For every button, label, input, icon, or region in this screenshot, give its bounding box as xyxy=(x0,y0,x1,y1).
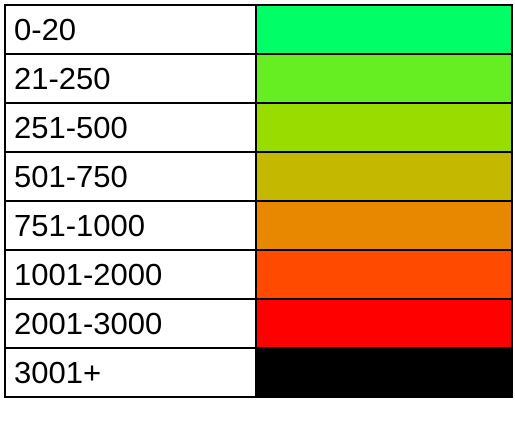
color-swatch xyxy=(255,249,513,300)
color-swatch xyxy=(255,347,513,398)
range-label: 251-500 xyxy=(4,102,257,153)
legend-row: 21-250 xyxy=(4,53,513,104)
color-swatch xyxy=(255,4,513,55)
legend-row: 751-1000 xyxy=(4,200,513,251)
range-label: 751-1000 xyxy=(4,200,257,251)
legend-row: 501-750 xyxy=(4,151,513,202)
legend-row: 3001+ xyxy=(4,347,513,398)
color-swatch xyxy=(255,298,513,349)
range-label: 0-20 xyxy=(4,4,257,55)
color-swatch xyxy=(255,200,513,251)
range-label: 3001+ xyxy=(4,347,257,398)
range-label: 1001-2000 xyxy=(4,249,257,300)
legend-body: 0-20 21-250 251-500 501-750 751-1000 100… xyxy=(4,4,513,398)
color-swatch xyxy=(255,151,513,202)
legend-row: 0-20 xyxy=(4,4,513,55)
color-swatch xyxy=(255,102,513,153)
range-label: 2001-3000 xyxy=(4,298,257,349)
legend-row: 251-500 xyxy=(4,102,513,153)
legend-row: 1001-2000 xyxy=(4,249,513,300)
range-label: 21-250 xyxy=(4,53,257,104)
legend-row: 2001-3000 xyxy=(4,298,513,349)
color-legend-table: 0-20 21-250 251-500 501-750 751-1000 100… xyxy=(4,4,513,398)
color-swatch xyxy=(255,53,513,104)
range-label: 501-750 xyxy=(4,151,257,202)
